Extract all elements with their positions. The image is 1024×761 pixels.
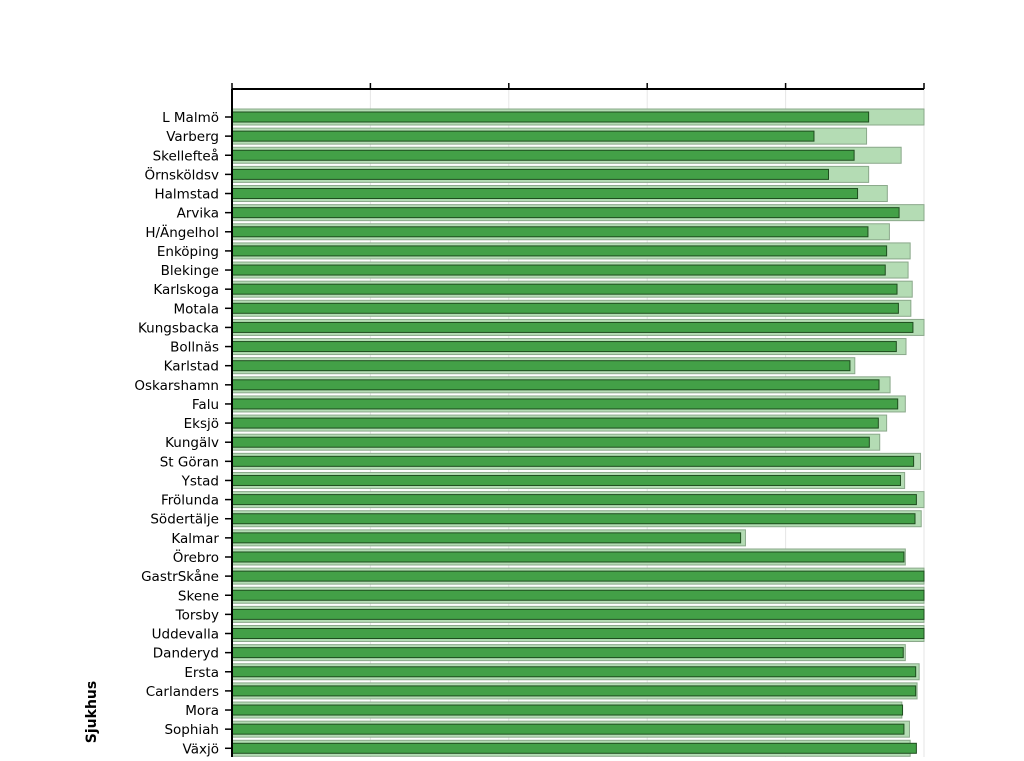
bar xyxy=(231,455,915,467)
bar xyxy=(231,494,917,506)
bar xyxy=(231,149,855,161)
bar xyxy=(231,685,917,697)
category-label: Halmstad xyxy=(155,187,220,203)
category-label: Carlanders xyxy=(146,684,219,700)
category-label: Oskarshamn xyxy=(134,378,219,394)
bar xyxy=(231,226,869,238)
bar xyxy=(231,742,917,754)
bar xyxy=(231,207,900,219)
bar xyxy=(231,130,815,142)
category-label: Motala xyxy=(174,301,220,317)
category-label: Södertälje xyxy=(150,512,219,528)
category-label: Frölunda xyxy=(161,493,219,509)
bar xyxy=(231,666,917,678)
category-label: Sophiah xyxy=(164,722,219,738)
category-label: Arvika xyxy=(177,206,219,222)
bar xyxy=(231,341,897,353)
category-label: Karlskoga xyxy=(153,282,219,298)
bar xyxy=(231,608,925,620)
bar xyxy=(231,570,925,582)
bar xyxy=(231,532,742,544)
bar xyxy=(231,723,905,735)
category-label: Danderyd xyxy=(153,646,219,662)
bar xyxy=(231,283,898,295)
category-label: Varberg xyxy=(166,129,219,145)
category-label: Blekinge xyxy=(161,263,219,279)
category-label: Falu xyxy=(192,397,219,413)
bar xyxy=(231,245,888,257)
bar xyxy=(231,417,879,429)
category-label: Kungsbacka xyxy=(138,320,219,336)
axes-layer xyxy=(225,83,925,757)
bar xyxy=(231,168,830,180)
category-label: L Malmö xyxy=(162,110,219,126)
bar xyxy=(231,647,904,659)
category-label: Kalmar xyxy=(171,531,219,547)
bars-layer xyxy=(231,108,925,757)
bar xyxy=(231,398,899,410)
category-label: Växjö xyxy=(183,741,219,757)
y-axis-title: Sjukhus xyxy=(84,681,100,743)
bar xyxy=(231,513,916,525)
bar xyxy=(231,628,925,640)
category-label: Skellefteå xyxy=(153,147,219,164)
bar xyxy=(231,188,859,200)
bar xyxy=(231,589,925,601)
category-label: Skene xyxy=(178,588,219,604)
bar xyxy=(231,264,886,276)
category-label: Örebro xyxy=(173,548,219,566)
bar xyxy=(231,111,870,123)
category-label: GastrSkåne xyxy=(141,568,219,585)
category-label: Ystad xyxy=(181,473,219,489)
bar xyxy=(231,321,914,333)
category-label: Kungälv xyxy=(165,435,219,451)
category-label: Bollnäs xyxy=(170,340,219,356)
category-label: Enköping xyxy=(157,244,219,260)
category-label: H/Ängelhol xyxy=(145,223,219,241)
category-label: Eksjö xyxy=(184,416,219,432)
category-label: Örnsköldsv xyxy=(145,165,219,183)
category-label: Torsby xyxy=(175,607,219,623)
category-label: Mora xyxy=(185,703,219,719)
bar xyxy=(231,474,901,486)
category-label: Uddevalla xyxy=(152,627,219,643)
bar xyxy=(231,436,870,448)
bar xyxy=(231,302,899,314)
category-label: Ersta xyxy=(184,665,219,681)
bar xyxy=(231,379,880,391)
category-label: Karlstad xyxy=(164,359,219,375)
bar xyxy=(231,704,904,716)
category-label: St Göran xyxy=(160,454,219,470)
bar xyxy=(231,551,905,563)
bar xyxy=(231,360,851,372)
